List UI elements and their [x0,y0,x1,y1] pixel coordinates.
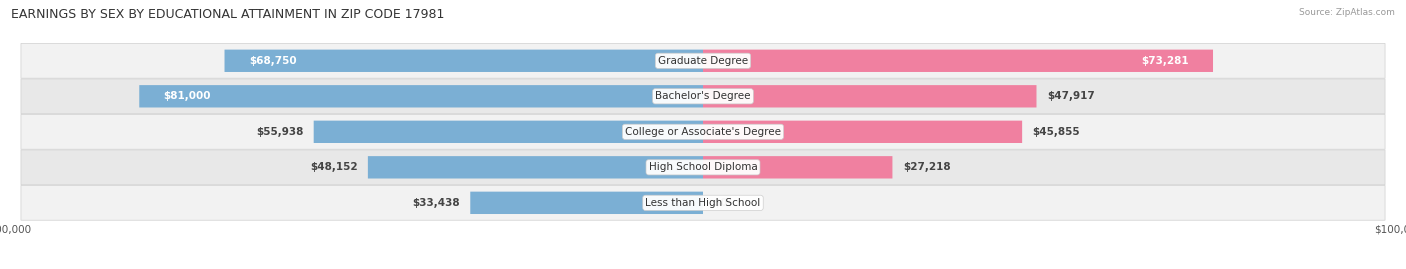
Text: High School Diploma: High School Diploma [648,162,758,172]
FancyBboxPatch shape [470,192,703,214]
Text: $81,000: $81,000 [163,91,211,101]
Text: $73,281: $73,281 [1142,56,1188,66]
Text: $0: $0 [713,198,728,208]
FancyBboxPatch shape [21,79,1385,114]
FancyBboxPatch shape [21,43,1385,78]
Text: $45,855: $45,855 [1032,127,1080,137]
FancyBboxPatch shape [703,121,1022,143]
FancyBboxPatch shape [368,156,703,179]
Text: $68,750: $68,750 [249,56,297,66]
Text: $27,218: $27,218 [903,162,950,172]
FancyBboxPatch shape [314,121,703,143]
FancyBboxPatch shape [225,49,703,72]
Text: $47,917: $47,917 [1047,91,1095,101]
Text: College or Associate's Degree: College or Associate's Degree [626,127,780,137]
Text: $33,438: $33,438 [412,198,460,208]
Text: Less than High School: Less than High School [645,198,761,208]
FancyBboxPatch shape [21,114,1385,149]
FancyBboxPatch shape [139,85,703,108]
Text: $48,152: $48,152 [309,162,357,172]
Text: Bachelor's Degree: Bachelor's Degree [655,91,751,101]
FancyBboxPatch shape [703,85,1036,108]
FancyBboxPatch shape [703,156,893,179]
Text: $55,938: $55,938 [256,127,304,137]
FancyBboxPatch shape [21,185,1385,220]
Text: Source: ZipAtlas.com: Source: ZipAtlas.com [1299,8,1395,17]
Text: EARNINGS BY SEX BY EDUCATIONAL ATTAINMENT IN ZIP CODE 17981: EARNINGS BY SEX BY EDUCATIONAL ATTAINMEN… [11,8,444,21]
FancyBboxPatch shape [703,49,1213,72]
Text: Graduate Degree: Graduate Degree [658,56,748,66]
FancyBboxPatch shape [21,150,1385,185]
